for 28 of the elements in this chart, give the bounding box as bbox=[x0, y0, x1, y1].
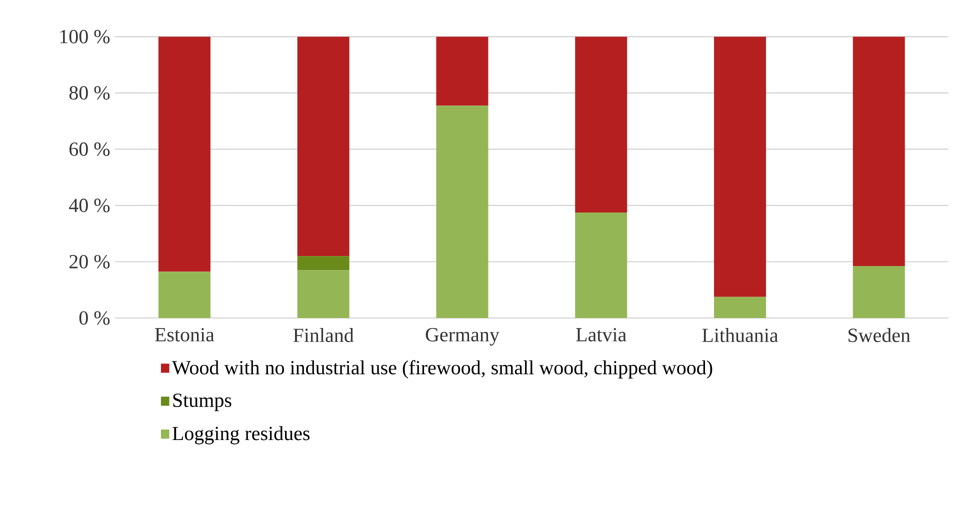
bar bbox=[297, 36, 350, 256]
bar bbox=[436, 36, 488, 106]
legend-label: Stumps bbox=[173, 394, 232, 412]
bar bbox=[714, 36, 766, 297]
legend-label: Logging residues bbox=[172, 426, 310, 444]
x-tick-label: Germany bbox=[426, 328, 500, 346]
y-tick-label: 80 % bbox=[69, 86, 110, 100]
bar bbox=[714, 296, 766, 318]
y-tick-label: 0 % bbox=[79, 311, 110, 325]
y-tick-label: 20 % bbox=[70, 254, 110, 269]
x-tick-label: Estonia bbox=[155, 328, 214, 342]
bar bbox=[852, 266, 905, 318]
bar bbox=[158, 272, 210, 318]
bar bbox=[436, 106, 488, 318]
x-tick-label: Lithuania bbox=[702, 328, 778, 342]
x-tick-label: Finland bbox=[293, 328, 354, 342]
bar bbox=[297, 256, 350, 270]
bar bbox=[852, 36, 905, 266]
x-tick-label: Sweden bbox=[848, 328, 910, 342]
y-tick-label: 100 % bbox=[60, 30, 110, 44]
y-tick-label: 60 % bbox=[69, 142, 110, 156]
bar bbox=[575, 212, 628, 318]
bar bbox=[158, 36, 210, 272]
y-tick-label: 40 % bbox=[69, 198, 110, 212]
x-tick-label: Latvia bbox=[576, 328, 626, 342]
bar bbox=[575, 36, 628, 212]
bar bbox=[297, 270, 350, 318]
legend-label: Wood with no industrial use (firewood, small wood, chipped wood) bbox=[172, 360, 712, 379]
